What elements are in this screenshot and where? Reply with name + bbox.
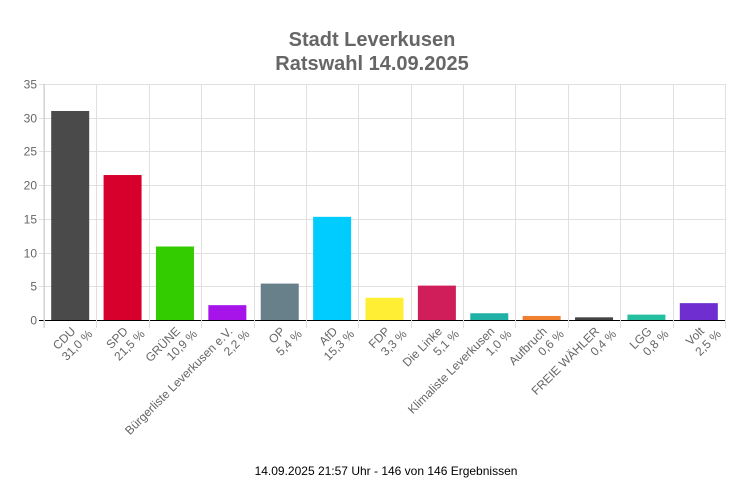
chart-footer: 14.09.2025 21:57 Uhr - 146 von 146 Ergeb… — [255, 464, 518, 478]
bar — [365, 297, 404, 320]
bar — [679, 303, 718, 320]
y-tick-label: 15 — [24, 213, 38, 227]
y-tick-label: 0 — [30, 314, 37, 328]
y-tick-label: 35 — [24, 78, 38, 92]
bar — [522, 315, 561, 320]
y-axis: 0 5 10 15 20 25 30 35 — [24, 78, 38, 328]
y-tick-label: 25 — [24, 145, 38, 159]
y-tick-label: 20 — [24, 179, 38, 193]
bar — [470, 313, 509, 320]
y-tick-label: 30 — [24, 112, 38, 126]
bar — [627, 314, 666, 320]
gridlines — [39, 84, 726, 328]
chart-title: Stadt Leverkusen — [289, 29, 456, 51]
chart-subtitle: Ratswahl 14.09.2025 — [275, 53, 468, 75]
x-tick-label: OP5,4 % — [266, 324, 305, 358]
bar — [103, 175, 142, 320]
bar — [260, 283, 299, 320]
bar — [155, 246, 194, 320]
bar — [208, 305, 247, 320]
y-tick-label: 10 — [24, 247, 38, 261]
bar — [575, 317, 614, 320]
bar — [417, 285, 456, 320]
bar — [51, 110, 90, 320]
y-tick-label: 5 — [30, 280, 37, 294]
bar — [313, 216, 352, 320]
bars — [51, 110, 718, 320]
